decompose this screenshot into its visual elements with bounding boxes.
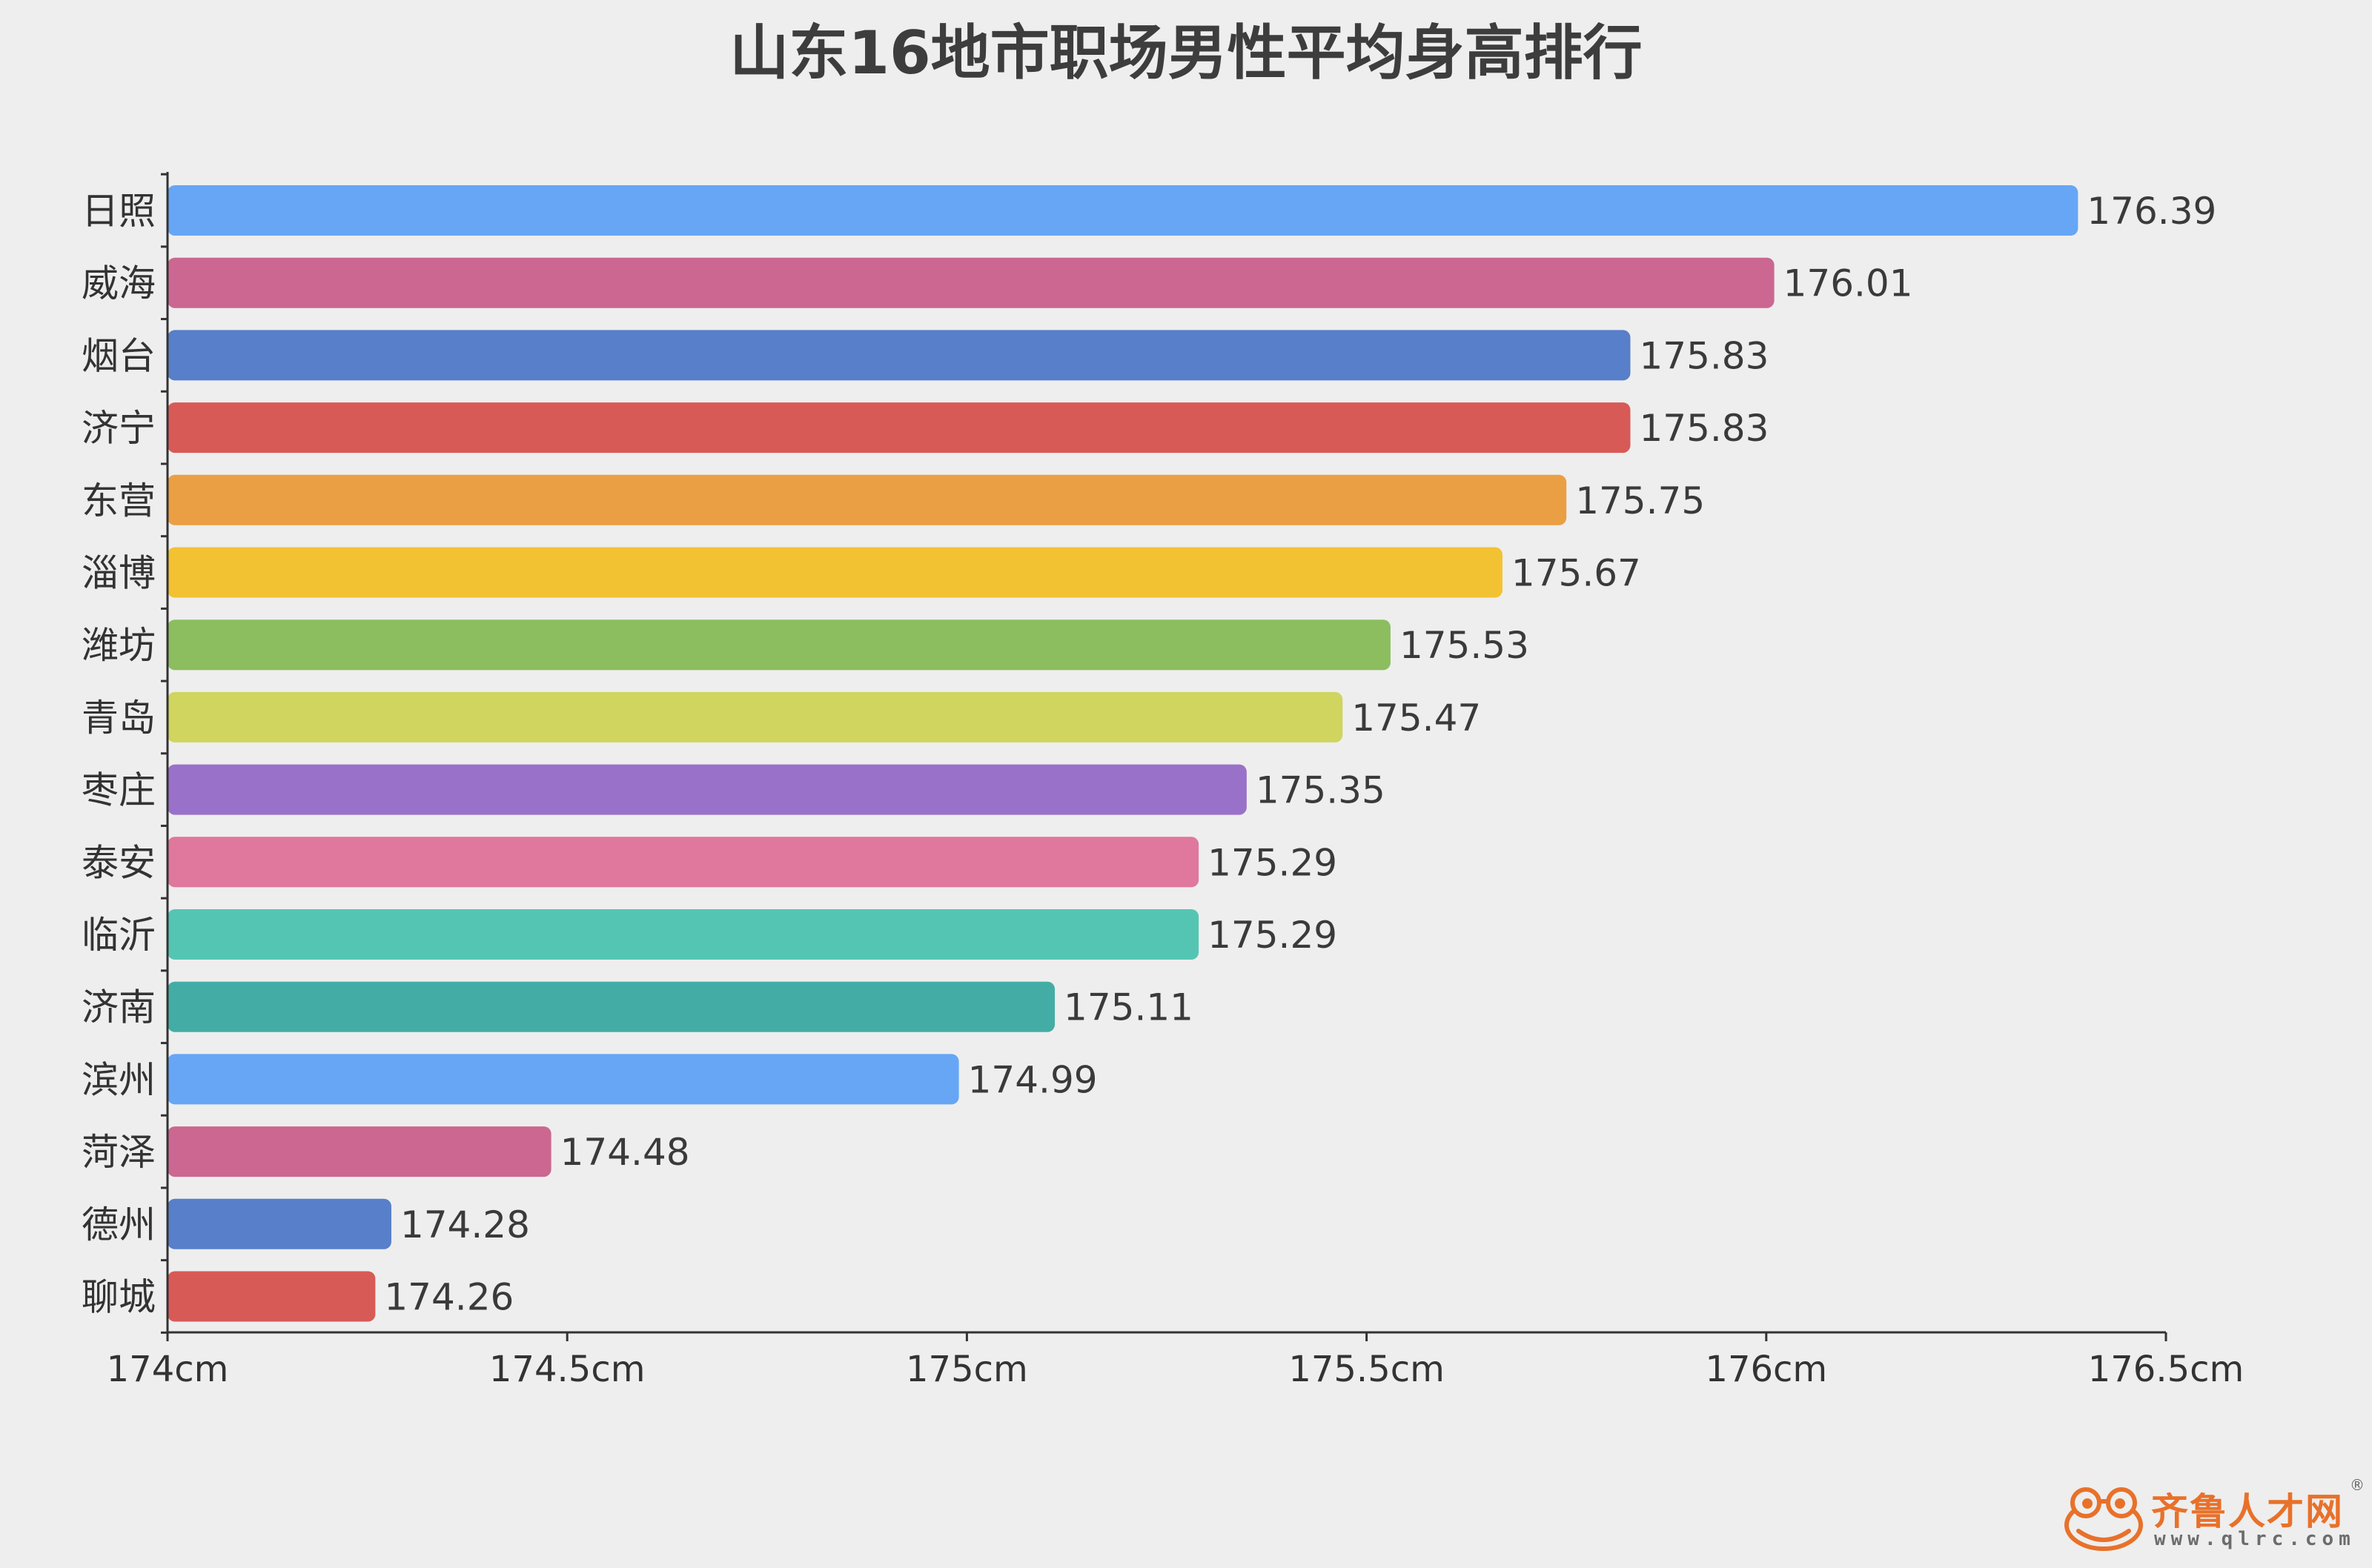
bar-15 bbox=[168, 1198, 391, 1249]
value-label: 174.48 bbox=[560, 1131, 690, 1174]
site-logo: 齐鲁人才网 ® www.qlrc.com bbox=[2062, 1476, 2365, 1556]
logo-url: www.qlrc.com bbox=[2154, 1528, 2356, 1550]
category-label: 泰安 bbox=[82, 841, 156, 884]
category-label: 潍坊 bbox=[82, 624, 156, 667]
bar-16 bbox=[168, 1271, 376, 1322]
bar-13 bbox=[168, 1054, 959, 1105]
x-tick-label: 176.5cm bbox=[2088, 1349, 2245, 1390]
value-label: 175.53 bbox=[1399, 624, 1529, 667]
value-label: 175.29 bbox=[1207, 841, 1337, 884]
value-label: 175.67 bbox=[1511, 552, 1641, 595]
labels-group: 日照 176.39 威海 176.01 烟台 175.83 济宁 175.83 东营 175.75… bbox=[82, 190, 2244, 1390]
value-label: 176.39 bbox=[2087, 190, 2216, 233]
registered-mark: ® bbox=[2350, 1476, 2365, 1494]
bar-6 bbox=[168, 547, 1503, 598]
value-label: 175.35 bbox=[1256, 769, 1385, 812]
bar-1 bbox=[168, 185, 2078, 236]
category-label: 东营 bbox=[82, 479, 156, 522]
bar-7 bbox=[168, 619, 1391, 671]
category-label: 威海 bbox=[82, 262, 156, 305]
x-tick-label: 175.5cm bbox=[1288, 1349, 1445, 1390]
axes-group bbox=[161, 172, 2167, 1341]
x-tick-label: 175cm bbox=[906, 1349, 1028, 1390]
category-label: 淄博 bbox=[82, 552, 156, 595]
category-label: 德州 bbox=[82, 1203, 156, 1246]
frog-logo-icon bbox=[2064, 1487, 2143, 1551]
bar-5 bbox=[168, 474, 1567, 525]
bar-4 bbox=[168, 402, 1631, 454]
logo-name: 齐鲁人才网 bbox=[2151, 1490, 2344, 1533]
category-label: 滨州 bbox=[82, 1058, 156, 1101]
category-label: 日照 bbox=[82, 190, 156, 233]
value-label: 175.83 bbox=[1639, 334, 1769, 377]
bar-3 bbox=[168, 330, 1631, 381]
value-label: 175.83 bbox=[1639, 407, 1769, 450]
value-label: 175.75 bbox=[1575, 479, 1705, 522]
category-label: 济宁 bbox=[82, 407, 156, 450]
category-label: 枣庄 bbox=[82, 769, 156, 812]
x-tick-label: 176cm bbox=[1705, 1349, 1827, 1390]
bar-9 bbox=[168, 764, 1247, 815]
bars-group bbox=[168, 185, 2078, 1322]
category-label: 烟台 bbox=[82, 334, 156, 377]
bar-10 bbox=[168, 837, 1199, 888]
value-label: 176.01 bbox=[1783, 262, 1913, 305]
chart-title: 山东16地市职场男性平均身高排行 bbox=[729, 19, 1643, 87]
category-label: 青岛 bbox=[82, 697, 156, 740]
bar-2 bbox=[168, 257, 1775, 308]
value-label: 174.28 bbox=[400, 1203, 530, 1246]
value-label: 174.99 bbox=[968, 1058, 1098, 1101]
value-label: 175.47 bbox=[1351, 697, 1481, 740]
bar-11 bbox=[168, 909, 1199, 960]
bar-8 bbox=[168, 691, 1343, 743]
bar-12 bbox=[168, 981, 1056, 1032]
x-tick-label: 174.5cm bbox=[489, 1349, 646, 1390]
value-label: 175.11 bbox=[1064, 986, 1193, 1029]
category-label: 菏泽 bbox=[82, 1131, 156, 1174]
category-label: 济南 bbox=[82, 986, 156, 1029]
category-label: 临沂 bbox=[82, 914, 156, 957]
value-label: 174.26 bbox=[384, 1276, 514, 1319]
x-tick-label: 174cm bbox=[107, 1349, 229, 1390]
value-label: 175.29 bbox=[1207, 914, 1337, 957]
category-label: 聊城 bbox=[82, 1276, 156, 1319]
bar-14 bbox=[168, 1126, 551, 1177]
